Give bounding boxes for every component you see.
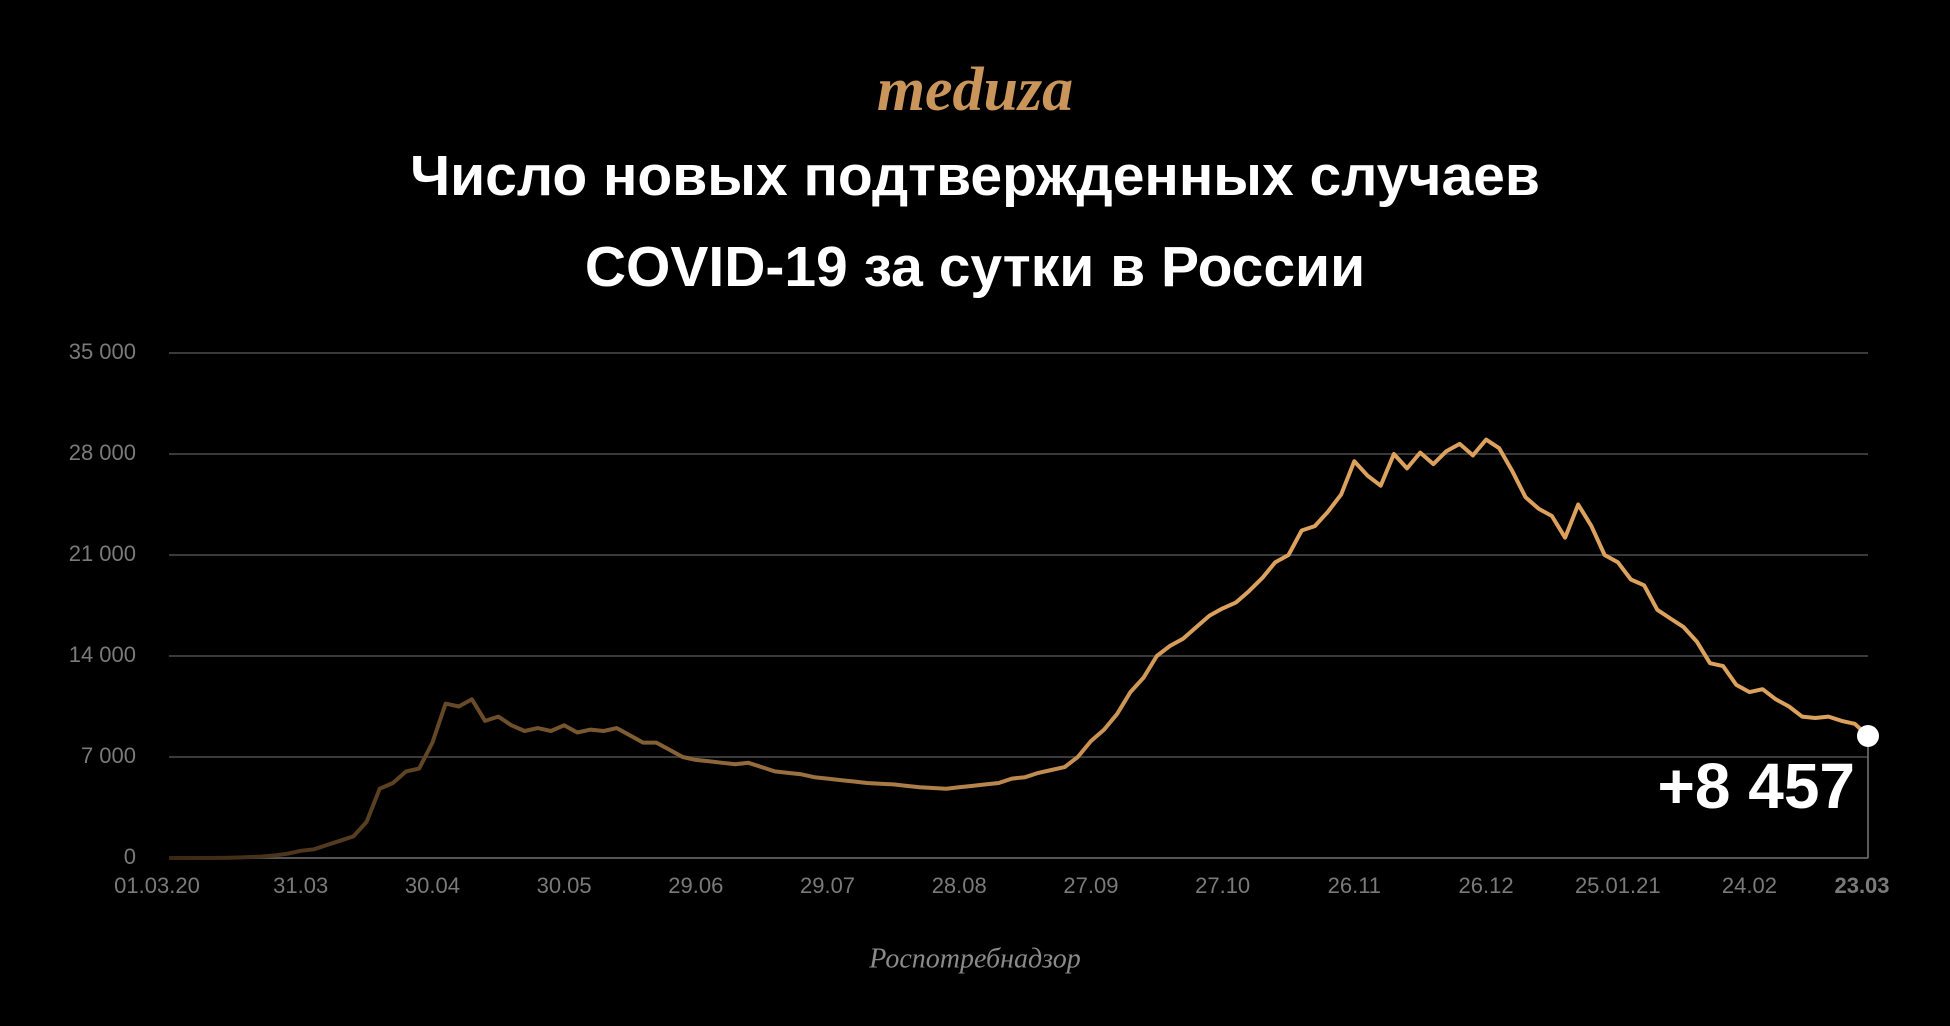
y-tick-label: 0	[124, 844, 136, 869]
x-tick-label: 26.12	[1459, 873, 1514, 898]
x-tick-label: 27.09	[1063, 873, 1118, 898]
y-tick-label: 7 000	[81, 743, 136, 768]
y-tick-label: 14 000	[69, 642, 136, 667]
x-tick-label: 28.08	[932, 873, 987, 898]
x-tick-label: 29.07	[800, 873, 855, 898]
x-tick-label: 29.06	[668, 873, 723, 898]
x-tick-label: 01.03.20	[114, 873, 200, 898]
x-tick-label: 30.04	[405, 873, 460, 898]
value-label: +8 457	[1657, 750, 1855, 822]
y-tick-label: 28 000	[69, 440, 136, 465]
x-tick-label: 31.03	[273, 873, 328, 898]
x-tick-label: 27.10	[1195, 873, 1250, 898]
x-tick-label: 30.05	[537, 873, 592, 898]
y-tick-label: 35 000	[69, 339, 136, 364]
line	[169, 437, 1870, 860]
x-tick-label: 24.02	[1722, 873, 1777, 898]
x-tick-label: 25.01.21	[1575, 873, 1661, 898]
end-point	[1857, 724, 1879, 747]
source: Роспотребнадзор	[868, 943, 1081, 974]
x-tick-label: 26.11	[1328, 873, 1381, 898]
x-tick-label: 23.03	[1834, 873, 1889, 898]
chart-title: Число новых подтвержденных случаев COVID-…	[410, 144, 1540, 299]
logo: meduza	[877, 56, 1073, 124]
y-tick-label: 21 000	[69, 541, 136, 566]
